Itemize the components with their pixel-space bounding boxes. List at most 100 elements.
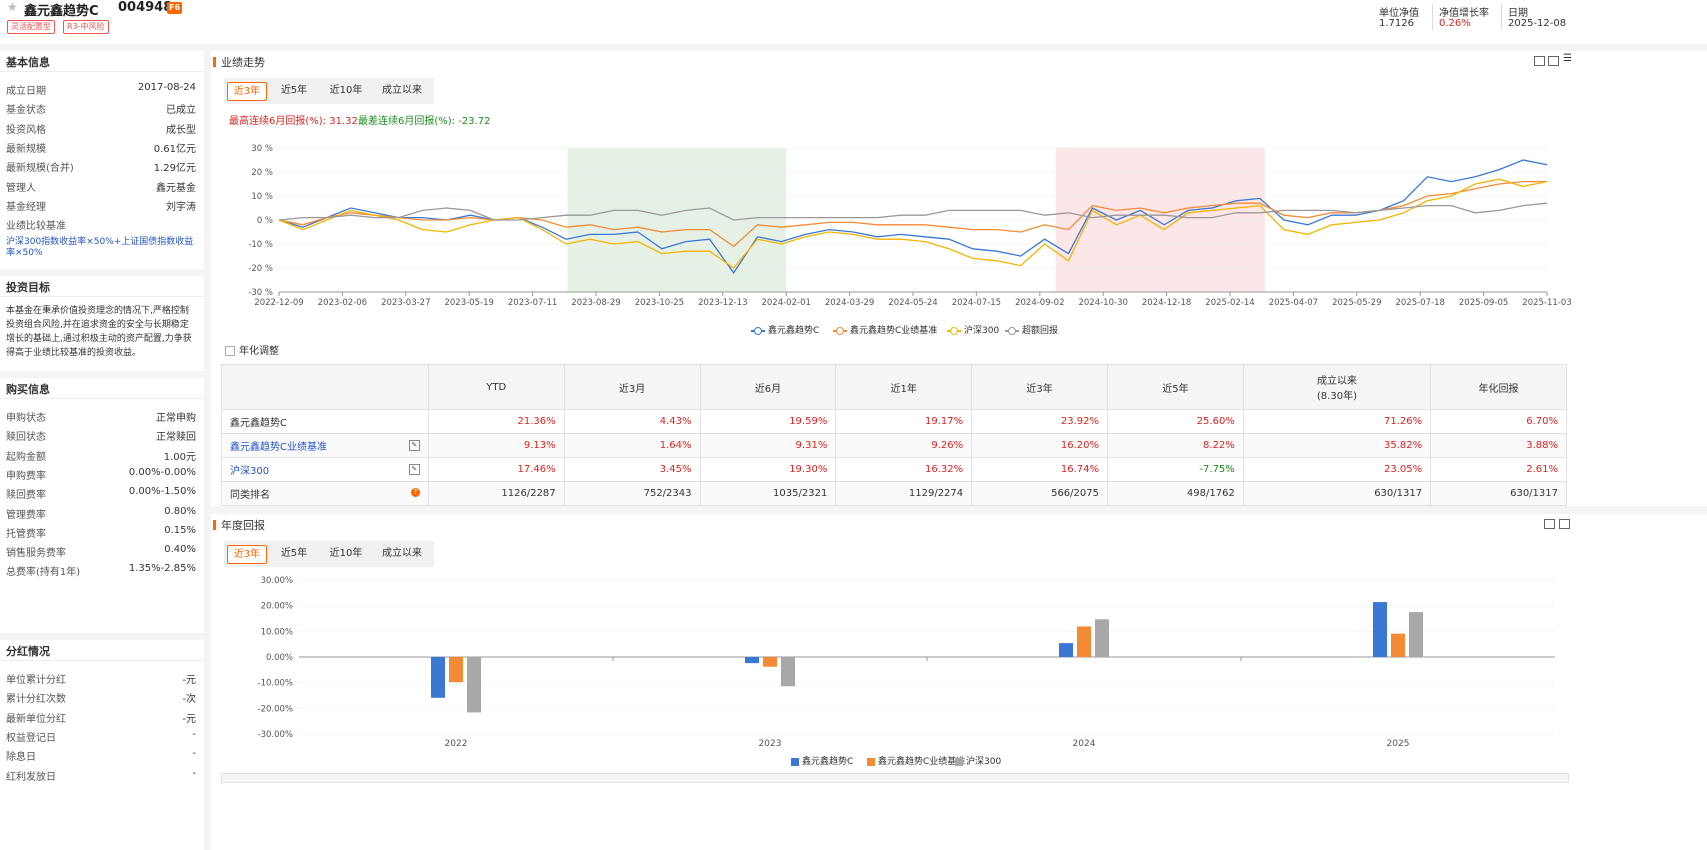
info-row: 除息日 - — [6, 745, 196, 764]
x-tick-label: 2024-12-18 — [1142, 298, 1191, 308]
table-cell: 35.82% — [1242, 433, 1432, 458]
table-cell: 1126/2287 — [427, 481, 565, 506]
tab-10y[interactable]: 近10年 — [329, 85, 363, 96]
legend-label: 鑫元鑫趋势C业绩基准 — [850, 326, 938, 336]
info-value: -元 — [182, 675, 196, 686]
bar — [467, 657, 481, 713]
series-line — [278, 180, 1547, 248]
legend-item[interactable]: 鑫元鑫趋势C业绩基准 — [867, 754, 965, 767]
tab-5y[interactable]: 近5年 — [280, 85, 308, 96]
annualize-label: 年化调整 — [239, 346, 279, 357]
menu-icon[interactable]: ☰ — [1563, 53, 1572, 64]
x-tick-label: 2024-03-29 — [825, 298, 874, 308]
table-row: 沪深300 ✎ 17.46% 3.45% 19.30% 16.32% 16.74% -7.75… — [221, 457, 1567, 482]
table-cell: 8.22% — [1106, 433, 1244, 458]
table-cell: 2.61% — [1430, 457, 1567, 482]
legend-item[interactable]: 鑫元鑫趋势C业绩基准 — [833, 323, 937, 336]
download-icon[interactable] — [1548, 56, 1559, 66]
bar — [1077, 626, 1091, 657]
annualize-toggle[interactable]: 年化调整 — [225, 342, 279, 357]
info-key: 申购费率 — [6, 470, 46, 482]
y-tick-label: 0.00% — [266, 653, 293, 663]
growth-label: 净值增长率 — [1439, 8, 1489, 19]
info-key: 权益登记日 — [6, 732, 56, 744]
x-tick-label: 2025-09-05 — [1459, 298, 1508, 308]
tab-3y[interactable]: 近3年 — [227, 82, 267, 101]
dividend-panel: 分红情况 单位累计分红 -元 累计分红次数 -次 最新单位分红 -元 权益登记日 - 除息日 - 红… — [0, 640, 204, 850]
divider — [0, 660, 204, 661]
table-cell: 21.36% — [427, 409, 565, 434]
legend-item[interactable]: 鑫元鑫趋势C — [751, 323, 819, 336]
x-tick-label: 2025-02-14 — [1205, 298, 1254, 308]
table-cell: 752/2343 — [563, 481, 701, 506]
row-name-cell[interactable]: 沪深300 ✎ — [221, 457, 429, 482]
benchmark-link[interactable]: 沪深300指数收益率×50%+上证国债指数收益率×50% — [6, 237, 194, 258]
tab-since-inception[interactable]: 成立以来 — [382, 548, 422, 559]
checkbox[interactable] — [225, 346, 235, 356]
edit-icon[interactable]: ✎ — [408, 464, 420, 475]
table-row: 鑫元鑫趋势C 21.36% 4.43% 19.59% 19.17% 23.92% 25.60… — [221, 409, 1567, 434]
row-name[interactable]: 鑫元鑫趋势C业绩基准 — [230, 442, 327, 453]
worst-6m-return: 最差连续6月回报(%): -23.72 — [358, 116, 491, 127]
y-tick-label: 0 % — [257, 216, 273, 226]
info-key: 赎回状态 — [6, 432, 46, 444]
info-key: 基金状态 — [6, 105, 46, 117]
help-icon[interactable]: ? — [410, 488, 420, 497]
legend-item[interactable]: 超额回报 — [1005, 323, 1058, 336]
info-row: 申购状态 正常申购 — [6, 406, 196, 425]
table-cell: 19.59% — [699, 409, 837, 434]
x-tick-label: 2024-10-30 — [1078, 298, 1127, 308]
section-title: 业绩走势 — [221, 56, 265, 69]
info-value: - — [192, 728, 196, 740]
info-key: 最新规模(合并) — [6, 163, 74, 175]
series-line — [278, 202, 1548, 221]
bar — [763, 657, 777, 667]
tab-10y[interactable]: 近10年 — [329, 548, 363, 559]
row-name[interactable]: 沪深300 — [230, 466, 270, 477]
info-value: 刘宇涛 — [166, 201, 196, 213]
info-row: 托管费率 0.15% — [6, 522, 196, 541]
chart-tool-icon[interactable] — [1534, 56, 1545, 66]
table-cell: 1035/2321 — [699, 481, 837, 506]
info-row: 管理费率 0.80% — [6, 503, 196, 522]
nav-label: 单位净值 — [1379, 8, 1419, 19]
y-tick-label: 10.00% — [261, 627, 293, 637]
x-tick-label: 2023-12-13 — [698, 298, 747, 308]
legend-item[interactable]: 沪深300 — [947, 323, 999, 336]
benchmark-label: 业绩比较基准 — [6, 221, 66, 232]
fund-name: 鑫元鑫趋势C — [24, 4, 99, 19]
series-line — [278, 159, 1548, 274]
info-row: 管理人 鑫元基金 — [6, 176, 196, 195]
bar — [1409, 612, 1423, 657]
growth-value: 0.26% — [1439, 18, 1471, 29]
tab-5y[interactable]: 近5年 — [280, 548, 308, 559]
info-row: 最新单位分红 -元 — [6, 707, 196, 726]
row-name-cell: 鑫元鑫趋势C — [221, 409, 429, 434]
info-key: 最新规模 — [6, 143, 46, 155]
info-value: 1.29亿元 — [153, 163, 196, 175]
legend-item[interactable]: 沪深300 — [955, 754, 1001, 767]
x-tick-label: 2024-09-02 — [1015, 298, 1064, 308]
info-key: 累计分红次数 — [6, 694, 66, 706]
y-tick-label: 30.00% — [261, 576, 293, 586]
info-value: -元 — [182, 713, 196, 725]
download-icon[interactable] — [1559, 519, 1570, 529]
row-name-cell[interactable]: 鑫元鑫趋势C业绩基准 ✎ — [221, 433, 429, 458]
annual-period-tabs: 近3年 近5年 近10年 成立以来 — [224, 541, 434, 567]
legend-swatch — [955, 757, 963, 766]
table-cell: 16.20% — [971, 433, 1108, 458]
y-tick-label: 20 % — [251, 168, 273, 178]
tab-since-inception[interactable]: 成立以来 — [382, 85, 422, 96]
table-cell: 1.64% — [563, 433, 701, 458]
favorite-star-icon[interactable]: ★ — [7, 0, 18, 14]
info-key: 申购状态 — [6, 413, 46, 424]
performance-line-chart: 30 % 20 % 10 % 0 % -10 % -20 % -30 %2022-12-09… — [248, 144, 1571, 308]
edit-icon[interactable]: ✎ — [408, 440, 420, 451]
chart-tool-icon[interactable] — [1544, 519, 1555, 529]
info-row: 基金状态 已成立 — [6, 98, 196, 117]
legend-item[interactable]: 鑫元鑫趋势C — [791, 754, 853, 767]
y-tick-label: -10 % — [248, 240, 273, 250]
table-header-cell — [221, 364, 429, 410]
info-row: 起购金额 1.00元 — [6, 445, 196, 464]
tab-3y[interactable]: 近3年 — [227, 545, 267, 564]
